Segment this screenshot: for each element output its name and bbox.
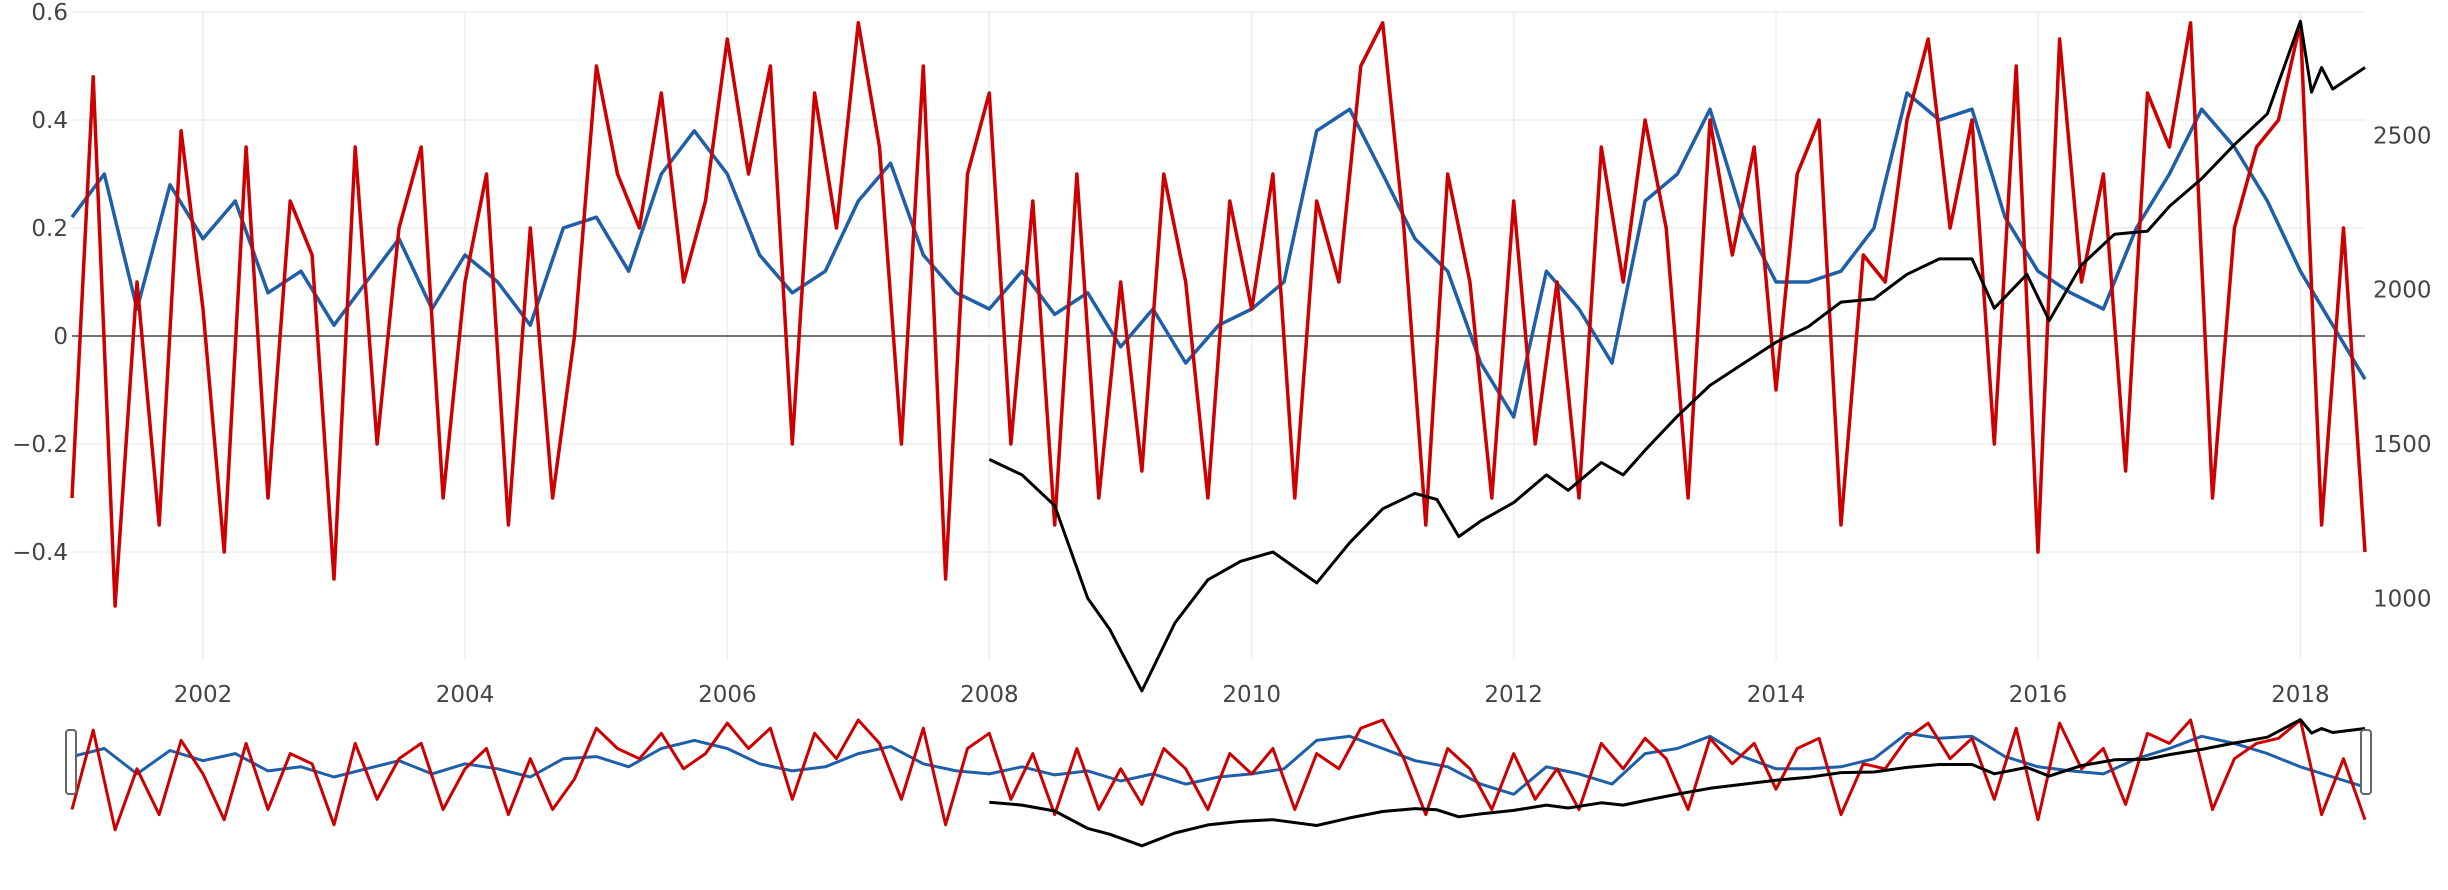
x-tick-label: 2010 xyxy=(1222,682,1281,708)
x-tick-label: 2018 xyxy=(2271,682,2330,708)
red-series-line xyxy=(70,21,2367,608)
range-slider-left-handle[interactable] xyxy=(65,729,77,795)
y-left-axis-ticks: 0.6 0.4 0.2 0 −0.2 −0.4 xyxy=(12,0,68,566)
range-slider[interactable] xyxy=(65,718,2372,848)
y-right-axis-ticks: 2500 2000 1500 1000 xyxy=(2373,123,2432,612)
x-tick-label: 2014 xyxy=(1747,682,1806,708)
blue-series-line xyxy=(70,91,2367,419)
y-left-tick-label: −0.2 xyxy=(12,432,68,458)
y-left-tick-label: 0.2 xyxy=(31,216,68,242)
y-gridlines xyxy=(72,11,2365,553)
black-series-line xyxy=(988,19,2366,693)
y-left-tick-label: 0.4 xyxy=(31,108,68,134)
y-left-tick-label: 0.6 xyxy=(31,0,68,26)
y-left-tick-label: −0.4 xyxy=(12,540,68,566)
x-tick-label: 2012 xyxy=(1484,682,1543,708)
range-slider-black-series-line xyxy=(989,718,2366,848)
x-tick-label: 2002 xyxy=(174,682,233,708)
y-left-tick-label: 0 xyxy=(53,324,68,350)
x-axis-ticks: 2002 2004 2006 2008 2010 2012 2014 2016 2018 xyxy=(174,682,2330,708)
y-right-tick-label: 2000 xyxy=(2373,278,2432,304)
x-tick-label: 2006 xyxy=(698,682,757,708)
range-slider-right-handle[interactable] xyxy=(2360,729,2372,795)
x-tick-label: 2004 xyxy=(436,682,495,708)
x-tick-label: 2016 xyxy=(2009,682,2068,708)
range-slider-blue-series-line xyxy=(71,731,2366,796)
y-right-tick-label: 1500 xyxy=(2373,432,2432,458)
y-right-tick-label: 1000 xyxy=(2373,586,2432,612)
plot-series xyxy=(70,19,2367,693)
y-right-tick-label: 2500 xyxy=(2373,123,2432,149)
x-tick-label: 2008 xyxy=(960,682,1019,708)
